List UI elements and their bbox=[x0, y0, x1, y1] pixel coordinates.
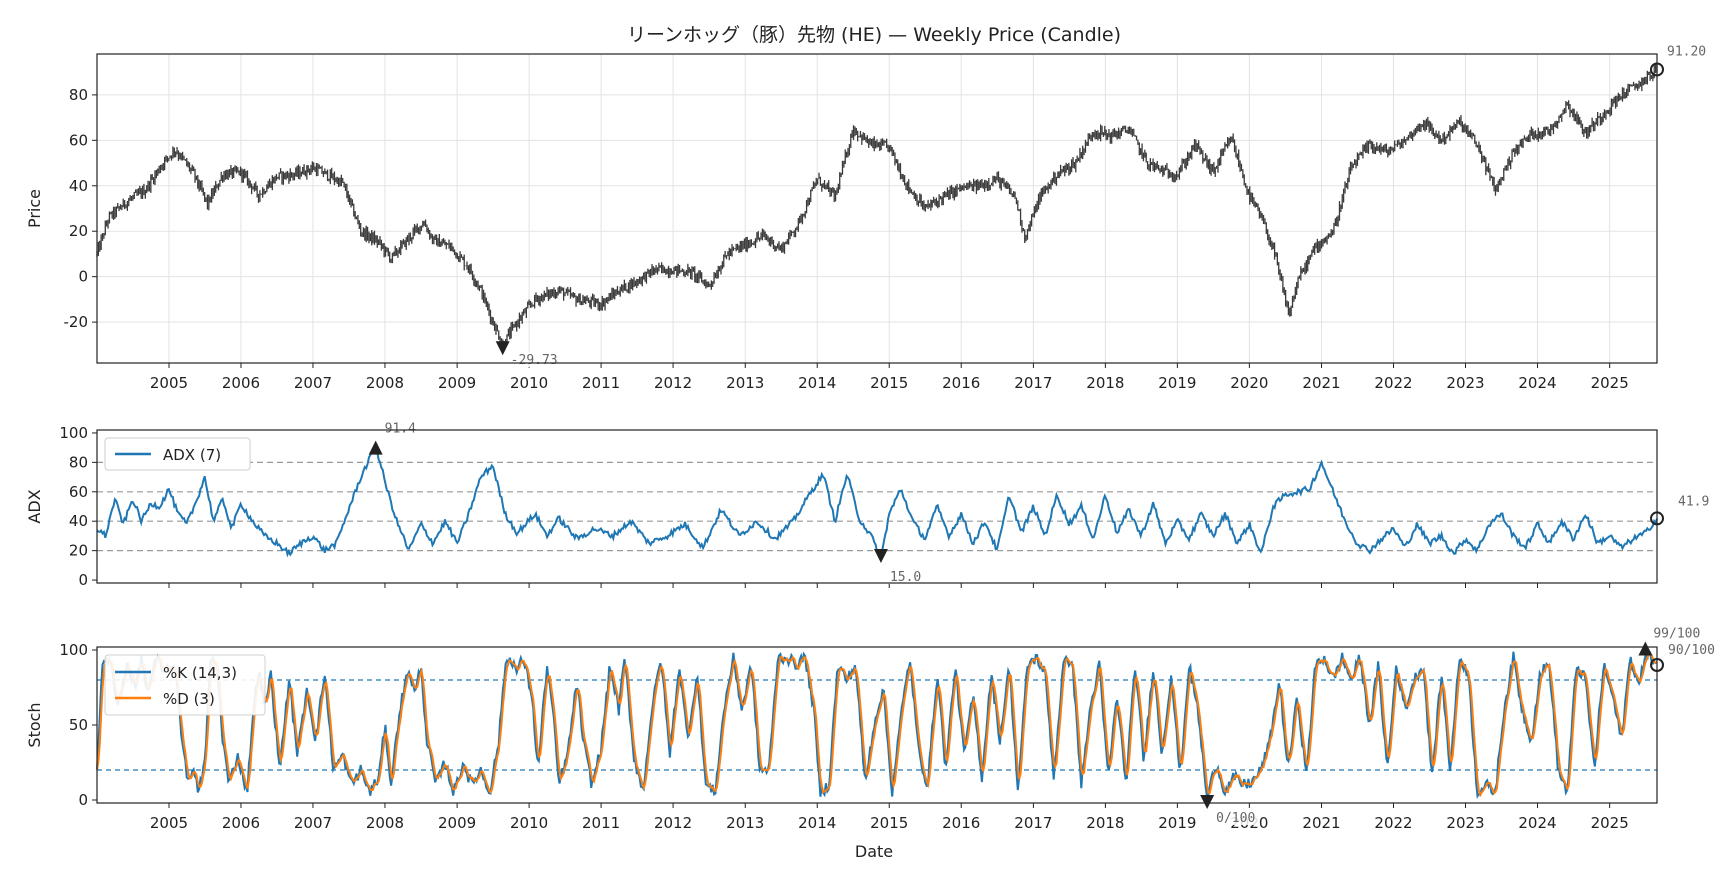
stoch-ytick-label: 50 bbox=[69, 716, 88, 734]
stoch-min-label-bg bbox=[1213, 810, 1260, 825]
adx-y-axis-label: ADX bbox=[25, 489, 44, 523]
adx-ytick-label: 0 bbox=[78, 571, 88, 589]
price-ytick-label: 80 bbox=[69, 86, 88, 104]
stoch-xtick-label: 2010 bbox=[510, 814, 548, 832]
price-xtick-label: 2019 bbox=[1158, 374, 1196, 392]
stoch-panel: 0 50 100 2005 2006 2007 2008 2009 2010 2011 2012 20… bbox=[25, 625, 1719, 832]
adx-panel: 0 20 40 60 80 100 ADX 91.4 15.0 41.9 ADX (7) bbox=[25, 420, 1713, 589]
stoch-xtick-label: 2023 bbox=[1446, 814, 1484, 832]
stoch-xtick-label: 2013 bbox=[726, 814, 764, 832]
stoch-y-axis-label: Stoch bbox=[25, 702, 44, 747]
adx-ytick-label: 20 bbox=[69, 542, 88, 560]
price-xtick-label: 2009 bbox=[438, 374, 476, 392]
stoch-legend-box bbox=[104, 654, 266, 716]
price-last-label: 91.20 bbox=[1667, 44, 1706, 59]
stoch-xtick-label: 2018 bbox=[1086, 814, 1124, 832]
price-xtick-label: 2022 bbox=[1374, 374, 1412, 392]
stoch-xtick-label: 2024 bbox=[1518, 814, 1556, 832]
stoch-legend-label-k: %K (14,3) bbox=[163, 664, 237, 682]
price-xtick-label: 2015 bbox=[870, 374, 908, 392]
stoch-xtick-label: 2008 bbox=[366, 814, 404, 832]
stoch-xtick-label: 2007 bbox=[294, 814, 332, 832]
stoch-xtick-label: 2017 bbox=[1014, 814, 1052, 832]
price-xtick-label: 2005 bbox=[150, 374, 188, 392]
adx-ytick-label: 60 bbox=[69, 483, 88, 501]
price-xtick-label: 2014 bbox=[798, 374, 836, 392]
price-xtick-label: 2024 bbox=[1518, 374, 1556, 392]
adx-ytick-label: 100 bbox=[59, 424, 88, 442]
stoch-last-label: 90/100 bbox=[1668, 643, 1715, 658]
stoch-frame bbox=[96, 646, 1658, 804]
stoch-ytick-label: 0 bbox=[78, 791, 88, 809]
stoch-max-marker bbox=[1638, 641, 1653, 656]
stoch-k-line bbox=[96, 648, 1658, 799]
adx-max-marker bbox=[368, 440, 383, 455]
price-xtick-label: 2017 bbox=[1014, 374, 1052, 392]
price-xtick-label: 2007 bbox=[294, 374, 332, 392]
adx-last-label: 41.9 bbox=[1678, 494, 1709, 509]
price-xtick-label: 2010 bbox=[510, 374, 548, 392]
price-frame bbox=[96, 53, 1658, 364]
stoch-d-line bbox=[96, 653, 1658, 798]
price-xtick-label: 2006 bbox=[222, 374, 260, 392]
adx-ytick-label: 40 bbox=[69, 512, 88, 530]
stoch-max-label: 99/100 bbox=[1653, 627, 1700, 642]
adx-max-label: 91.4 bbox=[385, 422, 416, 437]
price-xtick-label: 2016 bbox=[942, 374, 980, 392]
adx-frame bbox=[96, 429, 1658, 584]
adx-ytick-label: 80 bbox=[69, 453, 88, 471]
price-xtick-label: 2023 bbox=[1446, 374, 1484, 392]
adx-min-marker bbox=[873, 548, 888, 563]
price-panel: -20 0 20 40 60 80 2005 2006 2007 2008 2009 2010 2011… bbox=[25, 43, 1710, 392]
price-xtick-label: 2018 bbox=[1086, 374, 1124, 392]
stoch-xtick-label: 2005 bbox=[150, 814, 188, 832]
stoch-xtick-label: 2015 bbox=[870, 814, 908, 832]
price-xtick-label: 2013 bbox=[726, 374, 764, 392]
stoch-xtick-label: 2012 bbox=[654, 814, 692, 832]
stoch-last-label-bg bbox=[1665, 642, 1719, 657]
stoch-xtick-label: 2009 bbox=[438, 814, 476, 832]
stoch-xtick-label: 2022 bbox=[1374, 814, 1412, 832]
stoch-min-marker bbox=[1200, 795, 1215, 809]
x-axis-label: Date bbox=[855, 842, 893, 861]
adx-legend: ADX (7) bbox=[104, 437, 251, 471]
stoch-min-label: 0/100 bbox=[1216, 811, 1255, 826]
stoch-xtick-label: 2006 bbox=[222, 814, 260, 832]
stoch-xtick-label: 2014 bbox=[798, 814, 836, 832]
adx-max-label-bg bbox=[381, 420, 420, 436]
price-last-label-bg bbox=[1664, 43, 1710, 59]
stoch-xtick-label: 2016 bbox=[942, 814, 980, 832]
stoch-ytick-label: 100 bbox=[59, 641, 88, 659]
adx-legend-label: ADX (7) bbox=[163, 446, 221, 464]
price-xtick-label: 2008 bbox=[366, 374, 404, 392]
stoch-xtick-label: 2025 bbox=[1591, 814, 1629, 832]
stoch-xtick-label: 2021 bbox=[1302, 814, 1340, 832]
stoch-xtick-label: 2011 bbox=[582, 814, 620, 832]
price-xtick-label: 2012 bbox=[654, 374, 692, 392]
stoch-legend-label-d: %D (3) bbox=[163, 690, 215, 708]
adx-min-label: 15.0 bbox=[890, 570, 921, 585]
price-ytick-label: 0 bbox=[78, 268, 88, 286]
price-xtick-label: 2011 bbox=[582, 374, 620, 392]
adx-legend-box bbox=[104, 437, 251, 471]
price-xtick-label: 2025 bbox=[1591, 374, 1629, 392]
price-min-marker bbox=[495, 341, 510, 356]
price-ytick-label: 40 bbox=[69, 177, 88, 195]
adx-last-label-bg bbox=[1675, 493, 1713, 509]
price-ytick-label: 60 bbox=[69, 131, 88, 149]
price-xtick-label: 2021 bbox=[1302, 374, 1340, 392]
stoch-max-label-bg bbox=[1650, 625, 1705, 641]
price-y-axis-label: Price bbox=[25, 189, 44, 228]
chart-title: リーンホッグ（豚）先物 (HE) — Weekly Price (Candle) bbox=[627, 24, 1121, 46]
price-xtick-label: 2020 bbox=[1230, 374, 1268, 392]
stoch-legend: %K (14,3) %D (3) bbox=[104, 654, 266, 716]
adx-min-label-bg bbox=[886, 568, 925, 584]
price-ytick-label: 20 bbox=[69, 222, 88, 240]
stoch-xtick-label: 2019 bbox=[1158, 814, 1196, 832]
price-ytick-label: -20 bbox=[64, 313, 89, 331]
price-min-label: -29.73 bbox=[511, 353, 558, 368]
